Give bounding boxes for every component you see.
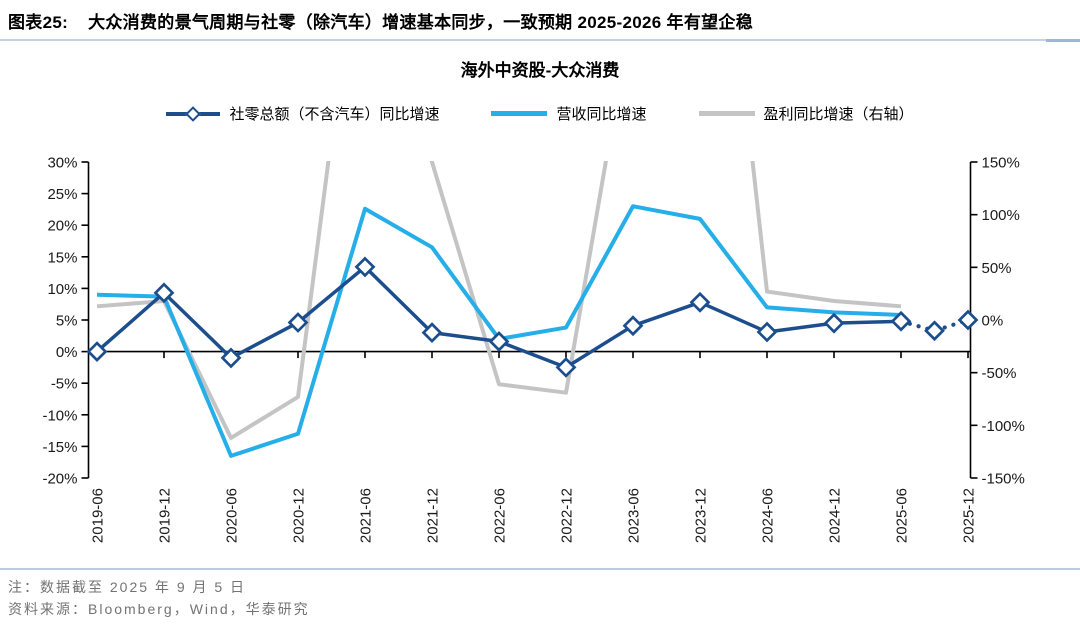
chart-title: 海外中资股-大众消费 xyxy=(460,61,620,80)
figure-header: 图表25: 大众消费的景气周期与社零（除汽车）增速基本同步，一致预期 2025-2… xyxy=(8,8,1072,33)
svg-text:2023-12: 2023-12 xyxy=(693,488,710,543)
figure-number-label: 图表25: xyxy=(8,13,69,32)
footer-rule xyxy=(0,568,1080,570)
axes: 30% 25% 20% 15% 10% 5% 0% -5% -10% -15% -20% 150% 10… xyxy=(42,155,1024,544)
svg-text:2021-06: 2021-06 xyxy=(358,488,375,543)
svg-text:2020-06: 2020-06 xyxy=(224,488,241,543)
svg-text:2024-12: 2024-12 xyxy=(827,488,844,543)
svg-text:0%: 0% xyxy=(982,313,1004,330)
svg-text:2022-06: 2022-06 xyxy=(492,488,509,543)
legend-item-retail: 社零总额（不含汽车）同比增速 xyxy=(166,103,439,124)
svg-text:0%: 0% xyxy=(56,344,78,361)
svg-text:-15%: -15% xyxy=(42,439,77,456)
svg-text:100%: 100% xyxy=(982,207,1020,224)
cyan-line-icon xyxy=(491,111,548,116)
series-lines xyxy=(95,161,971,458)
svg-text:2022-12: 2022-12 xyxy=(559,488,576,543)
svg-text:-100%: -100% xyxy=(982,418,1025,435)
svg-text:2020-12: 2020-12 xyxy=(291,488,308,543)
svg-text:-50%: -50% xyxy=(982,365,1017,382)
svg-text:150%: 150% xyxy=(982,155,1020,172)
svg-text:10%: 10% xyxy=(47,281,77,298)
svg-text:2023-06: 2023-06 xyxy=(626,488,643,543)
note-data-cutoff: 注：数据截至 2025 年 9 月 5 日 xyxy=(8,579,247,595)
svg-text:30%: 30% xyxy=(47,155,77,172)
svg-text:2019-12: 2019-12 xyxy=(157,488,174,543)
header-rule-accent xyxy=(1046,39,1080,42)
navy-diamond-line-icon xyxy=(166,105,221,122)
legend-label: 营收同比增速 xyxy=(556,106,647,123)
svg-text:-10%: -10% xyxy=(42,407,77,424)
svg-text:50%: 50% xyxy=(982,260,1012,277)
gray-line-icon xyxy=(698,111,755,116)
svg-text:2021-12: 2021-12 xyxy=(425,488,442,543)
svg-text:5%: 5% xyxy=(56,313,78,330)
legend-item-earnings: 盈利同比增速（右轴） xyxy=(698,103,914,124)
svg-text:15%: 15% xyxy=(47,249,77,266)
svg-text:20%: 20% xyxy=(47,218,77,235)
header-rule xyxy=(0,39,1080,41)
legend-label: 社零总额（不含汽车）同比增速 xyxy=(229,106,440,123)
legend-label: 盈利同比增速（右轴） xyxy=(763,106,914,123)
svg-text:2025-12: 2025-12 xyxy=(961,488,978,543)
svg-text:-150%: -150% xyxy=(982,471,1025,488)
chart-legend: 社零总额（不含汽车）同比增速 营收同比增速 盈利同比增速（右轴） xyxy=(0,103,1080,124)
svg-text:-20%: -20% xyxy=(42,471,77,488)
svg-text:2024-06: 2024-06 xyxy=(760,488,777,543)
figure-title: 大众消费的景气周期与社零（除汽车）增速基本同步，一致预期 2025-2026 年… xyxy=(88,13,754,32)
svg-text:25%: 25% xyxy=(47,186,77,203)
note-source: 资料来源：Bloomberg，Wind，华泰研究 xyxy=(8,601,310,617)
diamond-markers xyxy=(86,256,979,378)
legend-item-revenue: 营收同比增速 xyxy=(491,103,647,124)
svg-text:2019-06: 2019-06 xyxy=(90,488,107,543)
svg-text:2025-06: 2025-06 xyxy=(894,488,911,543)
svg-text:-5%: -5% xyxy=(51,376,78,393)
